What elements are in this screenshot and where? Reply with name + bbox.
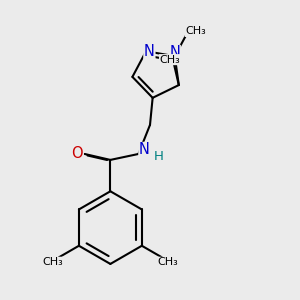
Text: H: H — [154, 150, 164, 163]
Text: N: N — [169, 45, 180, 60]
Text: CH₃: CH₃ — [43, 257, 63, 267]
Text: CH₃: CH₃ — [160, 55, 180, 64]
Text: CH₃: CH₃ — [158, 257, 178, 267]
Text: N: N — [139, 142, 150, 158]
Text: O: O — [71, 146, 83, 161]
Text: N: N — [144, 44, 155, 59]
Text: CH₃: CH₃ — [185, 26, 206, 37]
